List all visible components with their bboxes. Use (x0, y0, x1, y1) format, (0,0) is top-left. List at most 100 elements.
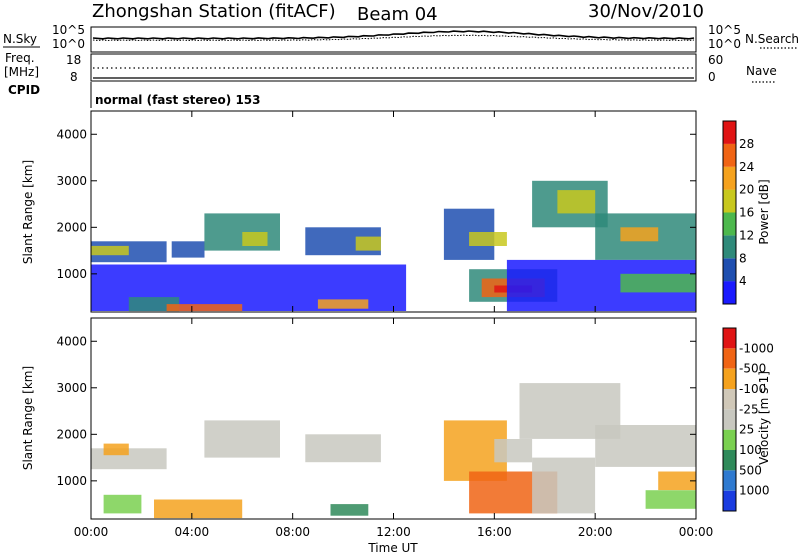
heatmap-cell-velocity-11 (595, 425, 696, 467)
heatmap-cell-velocity-5 (154, 499, 243, 519)
nave-label: Nave (746, 64, 777, 78)
power-heatmap (91, 180, 696, 312)
power-colorbar-swatch-4 (723, 189, 736, 213)
beam-label: Beam 04 (357, 4, 438, 25)
nave-tick-top: 60 (708, 53, 723, 67)
heatmap-cell-velocity-1 (204, 420, 280, 458)
freq-tick-bottom: 8 (70, 70, 78, 84)
time-axis-label: Time UT (367, 541, 418, 554)
power-colorbar-swatch-2 (723, 235, 736, 259)
heatmap-cell-power-4 (242, 232, 268, 246)
heatmap-cell-power-12 (469, 232, 507, 246)
time-axis-ticks: 00:00 04:00 08:00 12:00 16:00 20:00 00:00 (74, 111, 713, 539)
power-y-tick-label-0: 1000 (56, 267, 87, 281)
heatmap-cell-power-2 (171, 241, 205, 258)
power-colorbar-swatch-7 (723, 121, 736, 144)
cpid-label: CPID (8, 83, 40, 97)
time-tick-label-4: 16:00 (477, 525, 512, 539)
velocity-colorbar-swatch-6 (723, 368, 736, 389)
time-tick-label-0: 00:00 (74, 525, 109, 539)
velocity-colorbar-swatch-1 (723, 470, 736, 491)
velocity-colorbar-level-4: -25 (739, 402, 759, 416)
power-y-tick-label-3: 4000 (56, 127, 87, 141)
velocity-colorbar-swatch-2 (723, 450, 736, 471)
time-tick-label-3: 12:00 (376, 525, 411, 539)
station-title: Zhongshan Station (fitACF) (92, 1, 336, 22)
heatmap-cell-velocity-2 (305, 434, 381, 463)
velocity-colorbar-swatch-4 (723, 409, 736, 430)
heatmap-cell-velocity-4 (103, 494, 142, 514)
power-colorbar-swatch-1 (723, 258, 736, 282)
velocity-colorbar-level-1: 500 (739, 463, 762, 477)
power-colorbar-frame (722, 120, 737, 305)
noise-left-tick-bottom: 10^0 (52, 37, 85, 51)
velocity-colorbar-swatch-7 (723, 348, 736, 369)
velocity-colorbar-level-3: 25 (739, 423, 754, 437)
power-colorbar-level-3: 16 (739, 206, 754, 220)
heatmap-cell-velocity-12 (532, 457, 596, 514)
time-tick-label-1: 04:00 (175, 525, 210, 539)
velocity-y-tick-label-2: 3000 (56, 381, 87, 395)
heatmap-cell-velocity-9 (494, 439, 533, 463)
velocity-colorbar: 1000 500 100 25 -25 -100 -500 -1000 (722, 327, 774, 512)
date-label: 30/Nov/2010 (588, 1, 704, 22)
noise-sky-trace (92, 30, 695, 40)
heatmap-cell-power-19 (620, 227, 659, 242)
velocity-y-tick-label-0: 1000 (56, 474, 87, 488)
power-colorbar-swatch-0 (723, 281, 736, 304)
velocity-colorbar-frame (722, 327, 737, 512)
noise-left-tick-top: 10^5 (52, 23, 85, 37)
heatmap-cell-power-9 (166, 304, 243, 312)
velocity-colorbar-level-0: 1000 (739, 484, 770, 498)
freq-label-line2: [MHz] (4, 65, 39, 79)
power-y-axis-label: Slant Range [km] (21, 160, 35, 264)
power-colorbar-label: Power [dB] (757, 179, 771, 244)
heatmap-cell-velocity-6 (330, 504, 369, 516)
heatmap-cell-power-17 (557, 190, 596, 214)
noise-panel-frame (90, 26, 697, 53)
power-colorbar-swatch-5 (723, 166, 736, 190)
noise-right-tick-top: 10^5 (708, 23, 741, 37)
freq-panel-frame (90, 53, 697, 82)
heatmap-cell-power-1 (91, 245, 129, 256)
power-colorbar-level-6: 28 (739, 137, 754, 151)
velocity-colorbar-swatch-3 (723, 429, 736, 450)
power-colorbar-swatch-3 (723, 212, 736, 236)
heatmap-cell-velocity-14 (658, 471, 696, 491)
power-colorbar-level-0: 4 (739, 274, 747, 288)
power-y-tick-label-2: 3000 (56, 174, 87, 188)
velocity-colorbar-level-6: -500 (739, 362, 766, 376)
velocity-heatmap (91, 383, 696, 519)
heatmap-cell-power-6 (355, 236, 381, 251)
velocity-colorbar-level-5: -100 (739, 382, 766, 396)
time-tick-label-2: 08:00 (275, 525, 310, 539)
velocity-y-tick-label-1: 2000 (56, 427, 87, 441)
time-tick-label-5: 20:00 (578, 525, 613, 539)
velocity-y-tick-label-3: 4000 (56, 334, 87, 348)
mode-label: normal (fast stereo) 153 (95, 93, 261, 107)
velocity-colorbar-level-7: -1000 (739, 341, 774, 355)
power-colorbar-level-2: 12 (739, 228, 754, 242)
freq-tick-top: 18 (66, 53, 81, 67)
noise-search-label: N.Search (745, 32, 799, 46)
power-colorbar: 4 8 12 16 20 24 28 (722, 120, 754, 305)
heatmap-cell-power-3 (204, 213, 280, 251)
power-colorbar-swatch-6 (723, 143, 736, 167)
velocity-y-axis-label: Slant Range [km] (21, 366, 35, 470)
velocity-colorbar-level-2: 100 (739, 443, 762, 457)
power-colorbar-level-5: 24 (739, 160, 754, 174)
nave-tick-bottom: 0 (708, 70, 716, 84)
noise-right-tick-bottom: 10^0 (708, 37, 741, 51)
heatmap-cell-velocity-13 (645, 490, 696, 509)
freq-label-line1: Freq. (5, 51, 35, 65)
velocity-colorbar-swatch-8 (723, 328, 736, 349)
velocity-colorbar-swatch-5 (723, 389, 736, 410)
velocity-y-ticks: 1000 2000 3000 4000 (56, 334, 696, 488)
heatmap-cell-power-21 (620, 273, 696, 293)
power-colorbar-level-1: 8 (739, 251, 747, 265)
noise-sky-label: N.Sky (3, 32, 37, 46)
velocity-colorbar-swatch-0 (723, 490, 736, 511)
power-y-tick-label-1: 2000 (56, 220, 87, 234)
heatmap-cell-velocity-3 (103, 443, 129, 456)
